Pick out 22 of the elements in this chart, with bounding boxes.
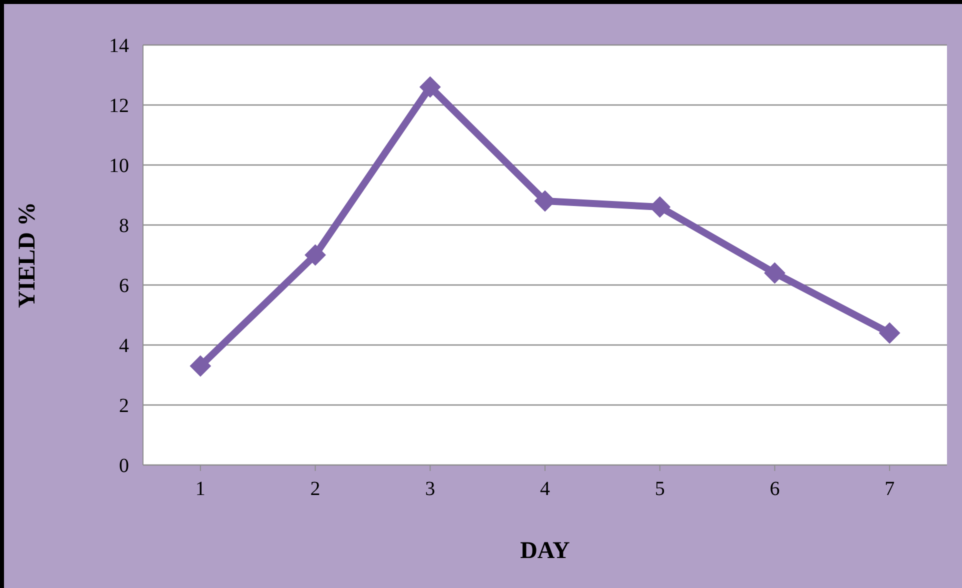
x-tick-label: 6 [770,478,780,500]
y-tick-label: 2 [119,395,129,418]
y-axis-title: YIELD % [14,202,41,308]
point [190,356,211,376]
y-tick-label: 4 [119,335,129,358]
y-tick-label: 0 [119,455,129,478]
x-tick-label: 3 [425,478,436,500]
point [304,244,326,266]
point [879,322,900,344]
y-tick-label: 8 [119,215,129,238]
x-tick-label: 4 [540,478,550,500]
x-tick-label: 2 [310,478,320,500]
y-tick-label: 10 [109,155,129,178]
y-tick-label: 12 [109,95,129,118]
x-axis-title: DAY [520,538,570,564]
x-tick-label: 1 [195,478,206,500]
y-tick-label: 14 [109,35,129,58]
y-tick-label: 6 [119,275,129,298]
x-tick-label: 7 [884,478,895,500]
point [764,262,786,284]
point [420,76,441,98]
x-tick-label: 5 [654,478,665,500]
